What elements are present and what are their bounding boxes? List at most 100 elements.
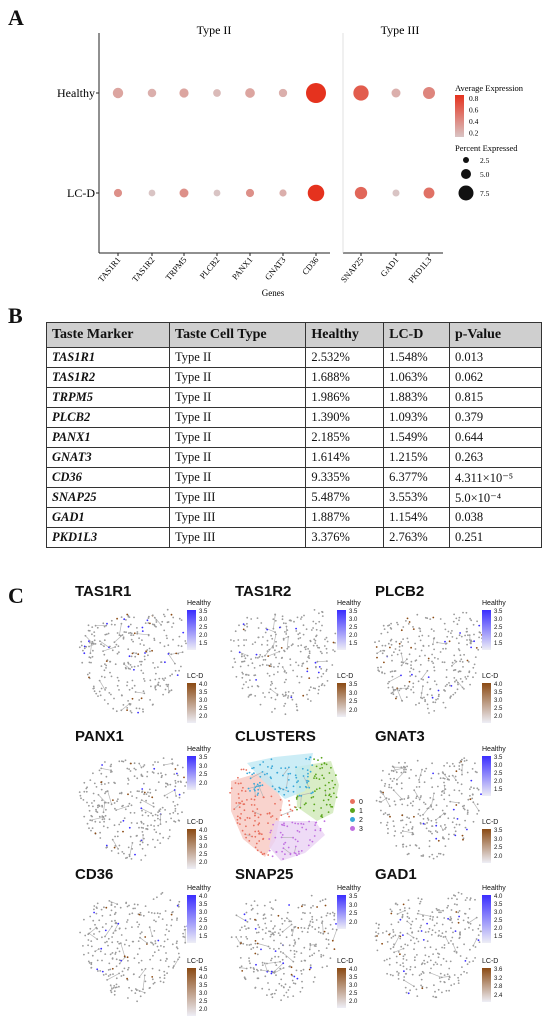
umap-point [315, 765, 318, 768]
table-cell: 1.063% [383, 367, 450, 388]
umap-point [123, 955, 126, 958]
umap-point [311, 915, 314, 918]
umap-point [310, 629, 313, 631]
table-cell: 4.311×10⁻⁵ [448, 467, 543, 488]
umap-point [332, 641, 335, 644]
colorbar-tick: 3.5 [494, 902, 503, 908]
table-cell: 1.986% [305, 387, 385, 408]
umap-point [459, 670, 462, 673]
umap-point [400, 771, 403, 774]
umap-point [98, 805, 101, 807]
umap-point [159, 832, 161, 835]
umap-point [311, 764, 314, 766]
umap-point [119, 942, 122, 945]
umap-point [93, 687, 95, 689]
umap-point [321, 615, 324, 617]
umap-point [278, 982, 281, 985]
table-cell: Type III [169, 487, 307, 508]
colorbar-title: Healthy [482, 746, 506, 753]
colorbar [337, 895, 346, 929]
umap-point [432, 963, 435, 966]
umap-point [257, 657, 259, 659]
umap-point [259, 784, 262, 787]
umap-point [454, 830, 457, 833]
umap-point [411, 831, 414, 834]
umap-point [312, 809, 315, 812]
umap-point [181, 811, 183, 814]
table-cell: 1.883% [383, 387, 450, 408]
umap-point [472, 944, 475, 947]
umap-point [165, 821, 168, 823]
umap-point [323, 777, 325, 780]
umap-point [266, 628, 269, 631]
umap-point [458, 915, 460, 918]
umap-point [177, 905, 180, 908]
umap-point [391, 686, 394, 689]
umap-point [89, 915, 92, 918]
umap-point [296, 781, 298, 784]
colorbar-tick: 2.0 [199, 1007, 208, 1013]
dot-tas1r2-healthy [147, 88, 157, 98]
umap-point [119, 906, 122, 909]
umap-point [478, 636, 480, 639]
umap-point [246, 816, 249, 819]
umap-point [388, 680, 390, 683]
umap-point [313, 952, 316, 955]
umap-point [297, 822, 299, 825]
umap-point [95, 808, 97, 811]
umap-point [151, 649, 153, 652]
umap-point [300, 969, 302, 972]
umap-point [182, 791, 185, 794]
umap-point [268, 675, 271, 677]
umap-point [310, 894, 313, 897]
umap-point [405, 696, 408, 698]
umap-point [140, 697, 143, 700]
umap-point [109, 984, 112, 987]
umap-point [124, 666, 127, 669]
umap-point [308, 955, 311, 958]
umap-point [456, 898, 458, 901]
umap-point [319, 932, 322, 934]
umap-point [269, 901, 271, 903]
colorbar-tick: 1.5 [494, 641, 503, 647]
umap-point [315, 773, 317, 776]
umap-plot [230, 609, 339, 716]
umap-point [442, 853, 445, 856]
umap-point [458, 802, 460, 804]
umap-point [130, 804, 133, 807]
umap-point [313, 758, 315, 761]
umap-point [122, 974, 125, 977]
umap-point [270, 907, 273, 909]
umap-point [319, 650, 322, 653]
umap-point [282, 695, 285, 697]
umap-point [321, 816, 324, 818]
umap-point [257, 785, 260, 787]
umap-point [254, 695, 257, 697]
table-cell: 0.251 [448, 527, 543, 548]
umap-point [397, 978, 400, 980]
umap-point [292, 692, 295, 694]
umap-point [400, 945, 403, 948]
umap-point [270, 680, 273, 683]
umap-point [396, 913, 399, 915]
umap-point [112, 932, 115, 934]
table-header-cell: p-Value [448, 322, 543, 348]
umap-point [441, 923, 444, 926]
umap-point [178, 900, 181, 903]
umap-point [404, 909, 406, 912]
colorbar-tick: 2.0 [349, 919, 358, 926]
umap-point [115, 643, 118, 646]
umap-point [235, 936, 238, 938]
umap-point [93, 782, 96, 785]
umap-point [158, 969, 161, 972]
umap-point [309, 920, 312, 923]
umap-point [420, 795, 422, 797]
umap-point [103, 639, 106, 642]
umap-point [292, 785, 295, 788]
umap-point [136, 921, 139, 923]
umap-point [253, 968, 255, 971]
umap-point [270, 957, 273, 960]
umap-point [330, 766, 332, 769]
umap-point [463, 653, 465, 656]
umap-point [183, 925, 186, 928]
